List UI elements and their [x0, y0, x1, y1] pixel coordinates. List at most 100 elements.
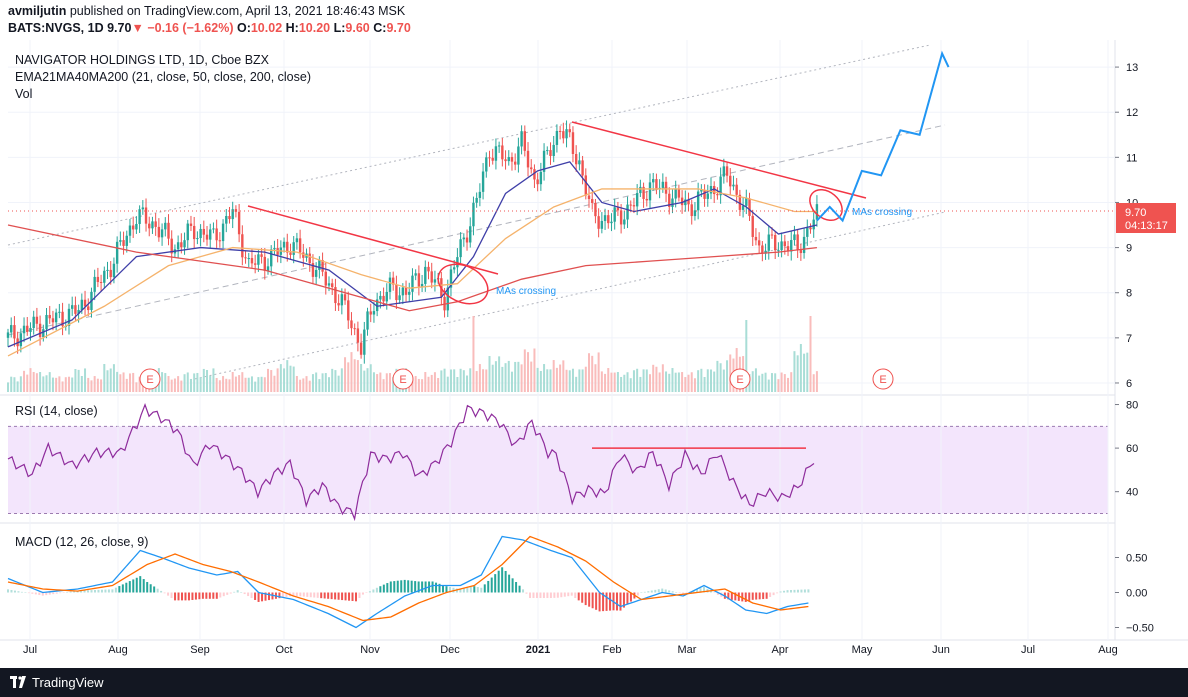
volume-bar — [632, 370, 635, 392]
macd-histogram-bar — [546, 592, 549, 599]
candle-body — [186, 223, 189, 241]
volume-bar — [568, 370, 571, 392]
macd-histogram-bar — [734, 592, 737, 601]
macd-histogram-bar — [52, 592, 55, 595]
macd-histogram-bar — [748, 592, 751, 601]
candle-body — [250, 258, 254, 264]
trendline-1 — [247, 205, 499, 275]
volume-bar — [257, 377, 260, 392]
macd-histogram-bar — [529, 592, 531, 599]
volume-bar — [199, 377, 202, 392]
volume-bar — [620, 376, 623, 392]
volume-bar — [661, 364, 664, 392]
volume-bar — [337, 375, 340, 392]
candle-body — [635, 193, 639, 207]
macd-histogram-bar — [647, 591, 650, 593]
volume-legend[interactable]: Vol — [15, 87, 33, 101]
macd-legend[interactable]: MACD (12, 26, close, 9) — [15, 535, 149, 549]
candle-body — [87, 306, 90, 311]
volume-bar — [530, 361, 533, 392]
volume-bar — [42, 376, 45, 392]
volume-bar — [183, 374, 186, 392]
volume-bar — [138, 376, 141, 392]
candle-body — [221, 223, 225, 242]
volume-bar — [180, 380, 183, 392]
candle-body — [115, 241, 119, 264]
footer-bar: TradingView — [0, 668, 1188, 697]
macd-histogram-bar — [240, 592, 243, 593]
candle-body — [10, 325, 13, 333]
macd-histogram-bar — [69, 591, 72, 593]
volume-bar — [411, 380, 414, 392]
macd-histogram-bar — [494, 574, 497, 593]
macd-histogram-bar — [629, 592, 632, 602]
candle-body — [176, 242, 180, 250]
macd-histogram-bar — [466, 587, 469, 593]
volume-bar — [594, 364, 597, 392]
volume-bar — [466, 375, 469, 392]
volume-bar — [382, 379, 385, 392]
candle-body — [273, 248, 276, 250]
volume-bar — [196, 372, 199, 392]
volume-bar — [385, 373, 388, 392]
macd-histogram-bar — [191, 592, 194, 600]
candle-body — [542, 150, 546, 172]
candle-body — [411, 275, 414, 292]
price-tick-label: 7 — [1126, 333, 1132, 345]
macd-histogram-bar — [229, 592, 232, 594]
macd-histogram-bar — [414, 581, 417, 593]
ma-legend[interactable]: EMA21MA40MA200 (21, close, 50, close, 20… — [15, 70, 311, 84]
volume-bar — [745, 320, 748, 392]
author[interactable]: avmiljutin — [8, 4, 67, 18]
macd-histogram-bar — [682, 592, 685, 595]
macd-histogram-bar — [476, 586, 479, 593]
macd-histogram-bar — [285, 592, 288, 597]
macd-histogram-bar — [598, 592, 601, 612]
volume-bar — [501, 366, 504, 392]
candle-body — [485, 157, 488, 172]
macd-histogram-bar — [435, 582, 438, 593]
candle-body — [257, 254, 260, 265]
price-pane-title[interactable]: NAVIGATOR HOLDINGS LTD, 1D, Cboe BZX — [15, 53, 269, 67]
macd-histogram-bar — [515, 582, 518, 593]
volume-bar — [283, 368, 286, 392]
high-label: H: — [285, 21, 299, 35]
volume-bar — [234, 376, 237, 392]
macd-histogram-bar — [219, 592, 222, 598]
macd-histogram-bar — [111, 589, 114, 593]
macd-tick-label: −0.50 — [1126, 623, 1154, 635]
volume-bar — [671, 368, 674, 392]
volume-bar — [318, 379, 321, 392]
candle-body — [385, 291, 388, 302]
candle-body — [568, 129, 571, 133]
macd-histogram-bar — [522, 589, 525, 593]
candle-body — [719, 176, 722, 196]
volume-bar — [703, 377, 706, 392]
volume-bar — [610, 372, 613, 392]
volume-bar — [462, 370, 465, 392]
rsi-legend[interactable]: RSI (14, close) — [15, 404, 98, 418]
volume-bar — [305, 376, 308, 392]
macd-histogram-bar — [445, 586, 448, 593]
macd-histogram-bar — [365, 592, 368, 593]
volume-bar — [700, 368, 703, 392]
macd-histogram-bar — [650, 590, 653, 593]
volume-bar — [626, 372, 629, 392]
volume-bar — [106, 370, 109, 392]
volume-bar — [584, 366, 587, 392]
candle-body — [295, 238, 299, 243]
candle-body — [652, 179, 655, 183]
price-tick-label: 8 — [1126, 288, 1132, 300]
annotation-mas-crossing-1: MAs crossing — [496, 286, 556, 297]
volume-bar — [35, 373, 38, 392]
volume-bar — [250, 376, 253, 392]
candle-body — [347, 300, 350, 321]
candle-body — [13, 325, 16, 339]
macd-histogram-bar — [755, 592, 758, 600]
volume-bar — [642, 369, 645, 392]
volume-bar — [116, 371, 119, 392]
macd-histogram-bar — [480, 587, 483, 593]
footer-brand[interactable]: TradingView — [32, 675, 104, 690]
volume-bar — [539, 370, 542, 392]
macd-histogram-bar — [595, 592, 598, 610]
